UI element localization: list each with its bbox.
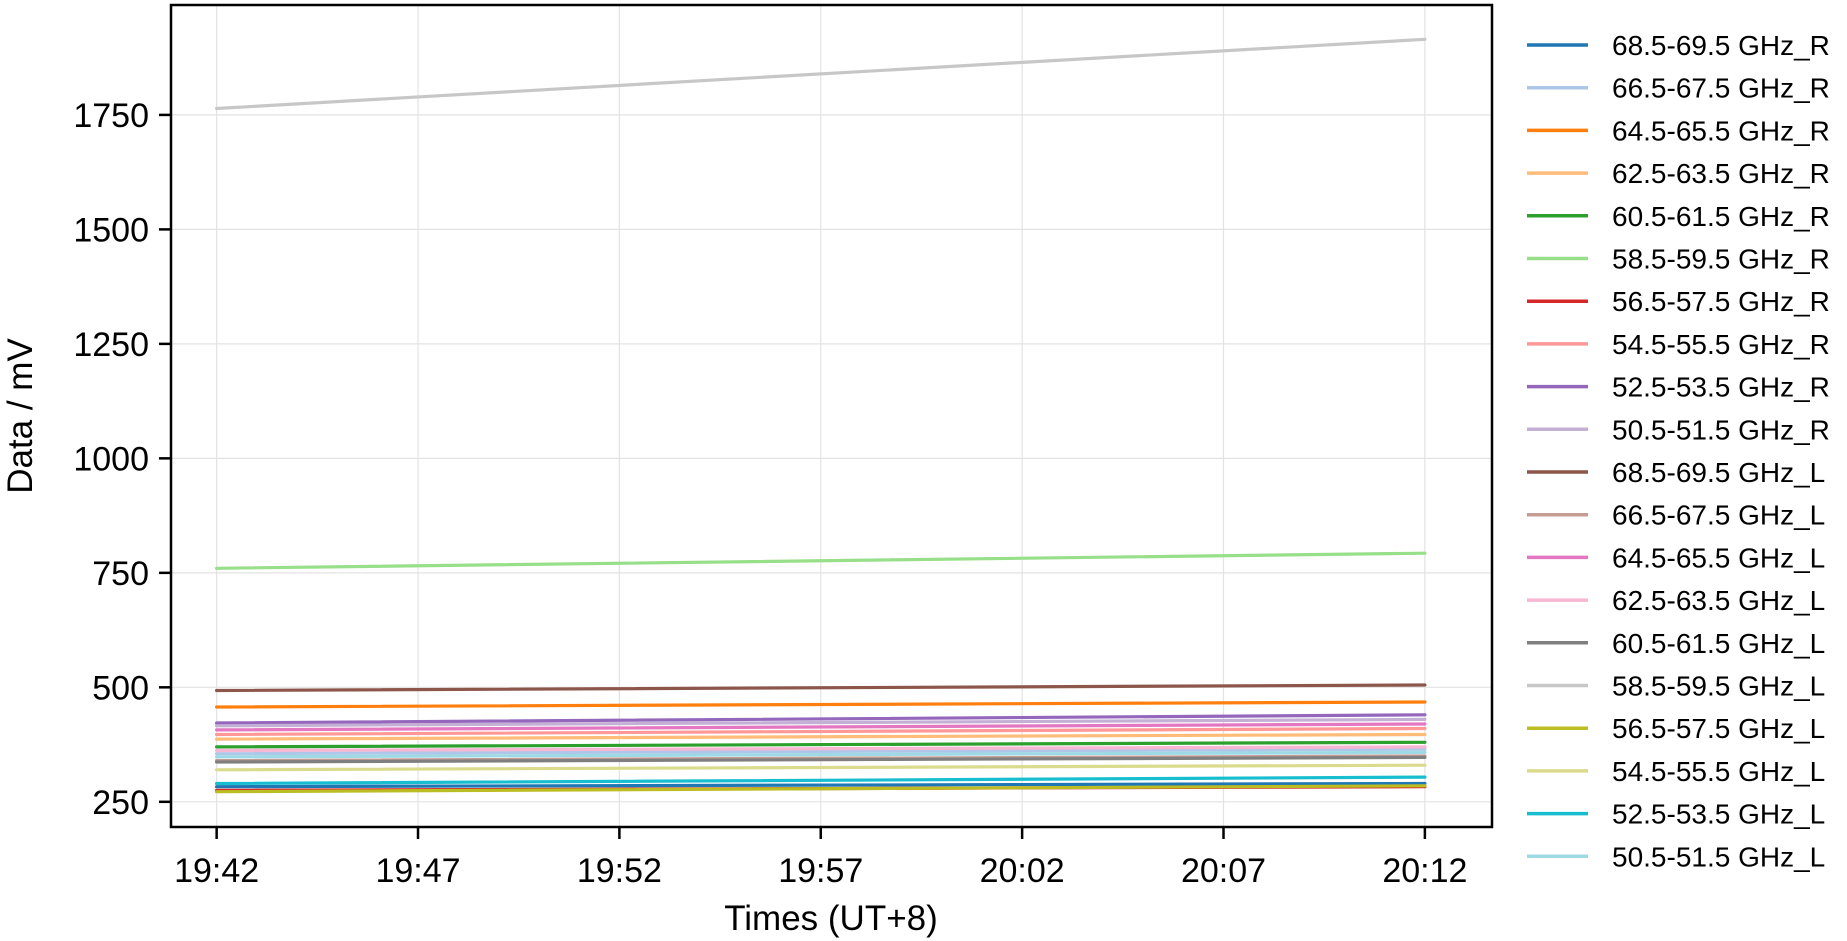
legend-label: 52.5-53.5 GHz_L <box>1612 799 1825 830</box>
x-tick-label: 19:47 <box>375 852 460 890</box>
y-tick-label: 250 <box>92 784 149 822</box>
y-tick-label: 750 <box>92 555 149 593</box>
legend: 68.5-69.5 GHz_R 66.5-67.5 GHz_R 64.5-65.5 … <box>1527 30 1830 872</box>
plot-area-frame <box>169 3 1494 829</box>
legend-label: 64.5-65.5 GHz_R <box>1612 115 1830 146</box>
legend-label: 62.5-63.5 GHz_R <box>1612 158 1830 189</box>
series-line-16 <box>215 37 1427 111</box>
legend-label: 50.5-51.5 GHz_L <box>1612 841 1825 872</box>
legend-label: 66.5-67.5 GHz_L <box>1612 500 1825 531</box>
series-line-2 <box>215 747 1427 756</box>
series-line-5 <box>215 740 1427 749</box>
legend-label: 60.5-61.5 GHz_L <box>1612 628 1825 659</box>
x-axis: 19:42 19:47 19:52 19:57 20:02 20:07 20:12 <box>174 827 1467 890</box>
series-line-11 <box>215 683 1427 693</box>
y-tick-label: 500 <box>92 669 149 707</box>
series-line-18 <box>215 763 1427 772</box>
legend-label: 64.5-65.5 GHz_L <box>1612 542 1825 573</box>
series-line-9 <box>215 713 1427 725</box>
y-tick-label: 1750 <box>73 97 149 135</box>
legend-label: 56.5-57.5 GHz_R <box>1612 286 1830 317</box>
x-tick-label: 20:07 <box>1181 852 1266 890</box>
series-line-14 <box>215 745 1427 753</box>
series-layer <box>215 37 1427 794</box>
y-tick-label: 1500 <box>73 211 149 249</box>
series-line-10 <box>215 717 1427 728</box>
x-tick-label: 19:52 <box>577 852 662 890</box>
legend-label: 68.5-69.5 GHz_R <box>1612 30 1830 61</box>
series-line-4 <box>215 732 1427 741</box>
legend-label: 68.5-69.5 GHz_L <box>1612 457 1825 488</box>
legend-label: 60.5-61.5 GHz_R <box>1612 201 1830 232</box>
legend-label: 54.5-55.5 GHz_L <box>1612 756 1825 787</box>
legend-label: 62.5-63.5 GHz_L <box>1612 585 1825 616</box>
legend-label: 54.5-55.5 GHz_R <box>1612 329 1830 360</box>
x-tick-label: 19:57 <box>778 852 863 890</box>
x-tick-label: 19:42 <box>174 852 259 890</box>
legend-label: 66.5-67.5 GHz_R <box>1612 73 1830 104</box>
legend-label: 56.5-57.5 GHz_L <box>1612 713 1825 744</box>
series-line-13 <box>215 722 1427 732</box>
series-line-19 <box>215 775 1427 786</box>
series-line-1 <box>215 781 1427 789</box>
series-line-6 <box>215 551 1427 570</box>
y-tick-label: 1250 <box>73 326 149 364</box>
series-line-3 <box>215 700 1427 709</box>
legend-label: 50.5-51.5 GHz_R <box>1612 414 1830 445</box>
y-axis: 250 500 750 1000 1250 1500 1750 <box>73 97 171 822</box>
series-line-17 <box>215 784 1427 794</box>
series-line-20 <box>215 750 1427 759</box>
legend-label: 52.5-53.5 GHz_R <box>1612 372 1830 403</box>
legend-label: 58.5-59.5 GHz_R <box>1612 244 1830 275</box>
y-tick-label: 1000 <box>73 440 149 478</box>
series-line-8 <box>215 726 1427 737</box>
grid-lines <box>171 5 1492 827</box>
series-line-15 <box>215 755 1427 764</box>
x-tick-label: 20:02 <box>980 852 1065 890</box>
x-tick-label: 20:12 <box>1382 852 1467 890</box>
legend-label: 58.5-59.5 GHz_L <box>1612 671 1825 702</box>
y-axis-label: Data / mV <box>1 338 40 494</box>
x-axis-label: Times (UT+8) <box>724 899 938 938</box>
